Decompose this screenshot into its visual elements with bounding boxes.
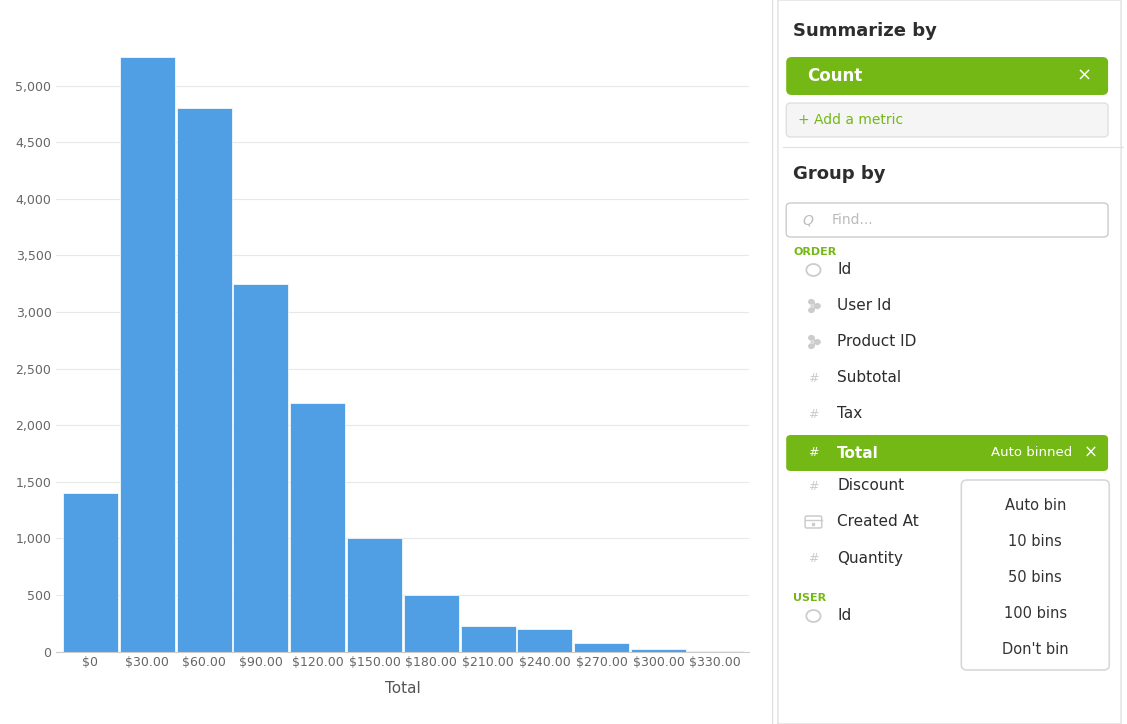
Text: Total: Total — [837, 445, 879, 460]
Text: ORDER: ORDER — [793, 247, 836, 257]
Bar — [517, 629, 573, 652]
Y-axis label: Count: Count — [0, 318, 1, 363]
FancyBboxPatch shape — [961, 480, 1109, 670]
Text: Product ID: Product ID — [837, 334, 916, 350]
Text: + Add a metric: + Add a metric — [798, 113, 903, 127]
Text: ×: × — [1083, 444, 1098, 462]
X-axis label: Total: Total — [385, 681, 420, 696]
Text: #: # — [808, 552, 818, 565]
Text: Id: Id — [837, 263, 851, 277]
Text: ×: × — [1076, 67, 1091, 85]
Text: User Id: User Id — [837, 298, 891, 313]
Text: Auto binned: Auto binned — [991, 447, 1072, 460]
Bar — [233, 284, 289, 652]
Text: Tax: Tax — [837, 406, 862, 421]
Text: Subtotal: Subtotal — [837, 371, 902, 385]
Bar — [574, 642, 629, 652]
Text: Count: Count — [807, 67, 863, 85]
Circle shape — [809, 344, 814, 348]
Circle shape — [809, 336, 814, 340]
Bar — [177, 108, 232, 652]
Text: 100 bins: 100 bins — [1004, 607, 1067, 621]
FancyBboxPatch shape — [787, 435, 1108, 471]
Bar — [461, 626, 516, 652]
Circle shape — [815, 304, 820, 308]
Text: #: # — [808, 479, 818, 492]
Text: Q: Q — [802, 213, 813, 227]
Text: USER: USER — [793, 593, 826, 603]
Text: <: < — [808, 335, 818, 348]
FancyBboxPatch shape — [787, 203, 1108, 237]
Circle shape — [809, 308, 814, 312]
Text: #: # — [808, 408, 818, 421]
Bar — [290, 403, 345, 652]
Text: Group by: Group by — [793, 165, 886, 183]
Circle shape — [815, 340, 820, 344]
Text: #: # — [808, 371, 818, 384]
Text: Find...: Find... — [832, 213, 872, 227]
Text: <: < — [808, 300, 818, 313]
Text: Don't bin: Don't bin — [1002, 642, 1068, 657]
Text: 50 bins: 50 bins — [1009, 571, 1062, 586]
Circle shape — [809, 300, 814, 304]
Bar — [119, 57, 175, 652]
FancyBboxPatch shape — [787, 103, 1108, 137]
Bar — [631, 649, 686, 652]
FancyBboxPatch shape — [787, 57, 1108, 95]
Bar — [347, 539, 402, 652]
Text: Quantity: Quantity — [837, 550, 903, 565]
Text: Discount: Discount — [837, 479, 904, 494]
Bar — [403, 595, 459, 652]
FancyBboxPatch shape — [778, 0, 1121, 724]
Text: Created At: Created At — [837, 515, 919, 529]
Text: #: # — [808, 447, 818, 460]
Text: Auto bin: Auto bin — [1004, 499, 1066, 513]
Text: Id: Id — [837, 608, 851, 623]
Text: Summarize by: Summarize by — [793, 22, 938, 40]
Text: 10 bins: 10 bins — [1009, 534, 1062, 550]
Bar — [63, 493, 118, 652]
